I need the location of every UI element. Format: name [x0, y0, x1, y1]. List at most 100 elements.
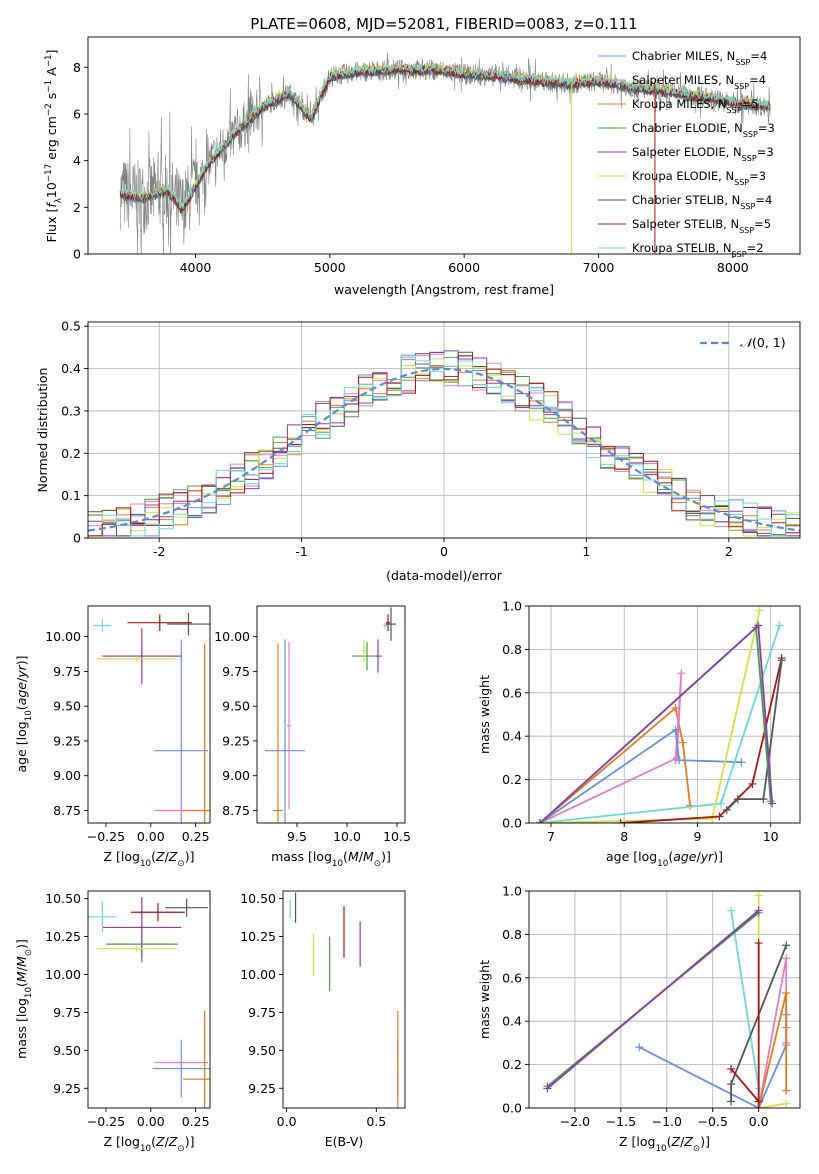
weight-point-marker [715, 812, 724, 821]
x-axis-label: age [log10(age/yr)] [606, 849, 723, 869]
y-axis-label: mass weight [477, 675, 492, 754]
label-part: Flux [ [44, 208, 59, 243]
y-tick-label: 10.00 [214, 629, 250, 644]
label-part: 10 [24, 987, 34, 998]
weight-series-line [539, 706, 691, 823]
model-spectrum-line [120, 62, 771, 210]
y-tick-label: 0.3 [61, 403, 81, 418]
label-part: −1 [44, 80, 54, 93]
age_vs_mass-frame [256, 605, 406, 824]
legend-label: Chabrier ELODIE, NSSP=3 [632, 121, 775, 139]
y-tick-label: 0.0 [502, 1101, 522, 1116]
label-part: A [44, 67, 59, 80]
legend-label: Kroupa MILES, NSSP=5 [632, 97, 759, 115]
label-part: Z [671, 1134, 681, 1149]
y-tick-label: 0.0 [502, 816, 522, 831]
label-part: SSP [734, 82, 749, 91]
label-part: )] [185, 1134, 195, 1149]
residuals-axes: -2 -1 0 1 2 0 0.1 0.2 0.3 0.4 0.5 [61, 319, 801, 559]
label-part: 10 [24, 710, 34, 721]
label-part: erg cm [44, 116, 59, 164]
weight-point-marker [782, 988, 791, 997]
x-axis-label: Z [log10(Z/Z⊙)] [104, 849, 195, 869]
weight_vs_Z-axes: −2.0 −1.5 −1.0 −0.5 0.0 0.0 0.2 0.4 0.6 0.8 1.0 [502, 884, 801, 1129]
mass_vs_EBV-frame [282, 890, 406, 1109]
weight-point-marker [754, 891, 763, 900]
weight-point-marker [777, 656, 786, 665]
label-part: 10 [140, 859, 151, 869]
age_vs_Z-frame [87, 605, 211, 824]
x-tick-label: 0.0 [277, 1114, 297, 1129]
label-part: ⊙ [177, 1144, 184, 1154]
x-tick-label: 0.0 [749, 1114, 769, 1129]
weight-series-line [730, 943, 760, 1108]
weight-point-marker [677, 669, 686, 678]
weight-series-line [757, 992, 788, 1108]
x-tick-label: 5000 [314, 260, 346, 275]
label-part: Salpeter MILES, N [632, 73, 734, 87]
y-tick-label: 9.50 [222, 699, 250, 714]
label-part: Z [log [104, 1134, 140, 1149]
weight_vs_Z-frame [528, 890, 801, 1109]
y-tick-label: 9.25 [53, 733, 81, 748]
x-tick-label: 7000 [583, 260, 615, 275]
label-part: ⊙ [693, 1144, 700, 1154]
weight_vs_age-plot-area [529, 606, 800, 823]
y-tick-label: 0.6 [502, 970, 522, 985]
y-tick-label: 0.2 [502, 1057, 522, 1072]
label-part: ⊙ [24, 949, 34, 956]
x-axis-label: mass [log10(M/M⊙)] [271, 849, 391, 869]
weight-point-marker [775, 621, 784, 630]
x-tick-label: 0 [440, 544, 448, 559]
label-part: )] [700, 1134, 710, 1149]
x-tick-label: 10 [763, 829, 779, 844]
y-tick-label: 0.2 [61, 446, 81, 461]
x-tick-label: -2 [153, 544, 165, 559]
label-part: ( [14, 982, 29, 987]
label-part: SSP [740, 202, 755, 211]
label-part: f [44, 202, 59, 208]
y-tick-label: 0.6 [502, 685, 522, 700]
y-tick-label: 9.25 [222, 733, 250, 748]
label-part: 10 [332, 859, 343, 869]
weight-point-marker [535, 819, 544, 823]
label-part: =5 [754, 217, 771, 231]
weight-point-marker [678, 738, 687, 747]
weight-point-marker [782, 1023, 791, 1032]
weight-series-line [726, 660, 783, 811]
weight-series-line [546, 909, 760, 1090]
age_vs_mass-plot-area [265, 607, 396, 823]
mass_vs_EBV-plot-area [289, 892, 399, 1108]
spectrum-plot-area [119, 52, 771, 254]
legend-label: 𝒩(0, 1) [740, 335, 786, 350]
label-part: / [14, 677, 29, 682]
y-tick-label: 8.75 [222, 803, 250, 818]
y-tick-label: 0 [73, 247, 81, 262]
legend-label: Salpeter STELIB, NSSP=5 [632, 217, 771, 235]
spectrum-frame [87, 36, 801, 255]
legend-label: Chabrier STELIB, NSSP=4 [632, 193, 772, 211]
label-part: Chabrier ELODIE, N [632, 121, 743, 135]
label-part: 10 [655, 1144, 666, 1154]
y-tick-label: 9.50 [248, 1043, 276, 1058]
weight-point-marker [754, 1104, 763, 1108]
weight-point-marker [754, 906, 763, 915]
y-tick-label: 10.25 [45, 929, 81, 944]
y-tick-label: 0.4 [502, 1014, 522, 1029]
x-tick-label: 0.5 [366, 1114, 386, 1129]
weight-point-marker [543, 1084, 552, 1093]
label-part: −1 [44, 54, 54, 67]
label-part: )] [14, 939, 29, 949]
label-part: ( [668, 849, 673, 864]
label-part: Z [168, 1134, 178, 1149]
label-part: ⊙ [374, 859, 381, 869]
label-part: Chabrier STELIB, N [632, 193, 740, 207]
label-part: )] [14, 655, 29, 665]
y-tick-label: 9.00 [53, 768, 81, 783]
label-part: ] [44, 50, 59, 55]
x-tick-label: 9.5 [287, 829, 307, 844]
label-part: / [14, 966, 29, 971]
y-tick-label: 10.00 [240, 967, 276, 982]
y-axis-label: mass weight [477, 960, 492, 1039]
x-tick-label: 0.25 [182, 829, 210, 844]
